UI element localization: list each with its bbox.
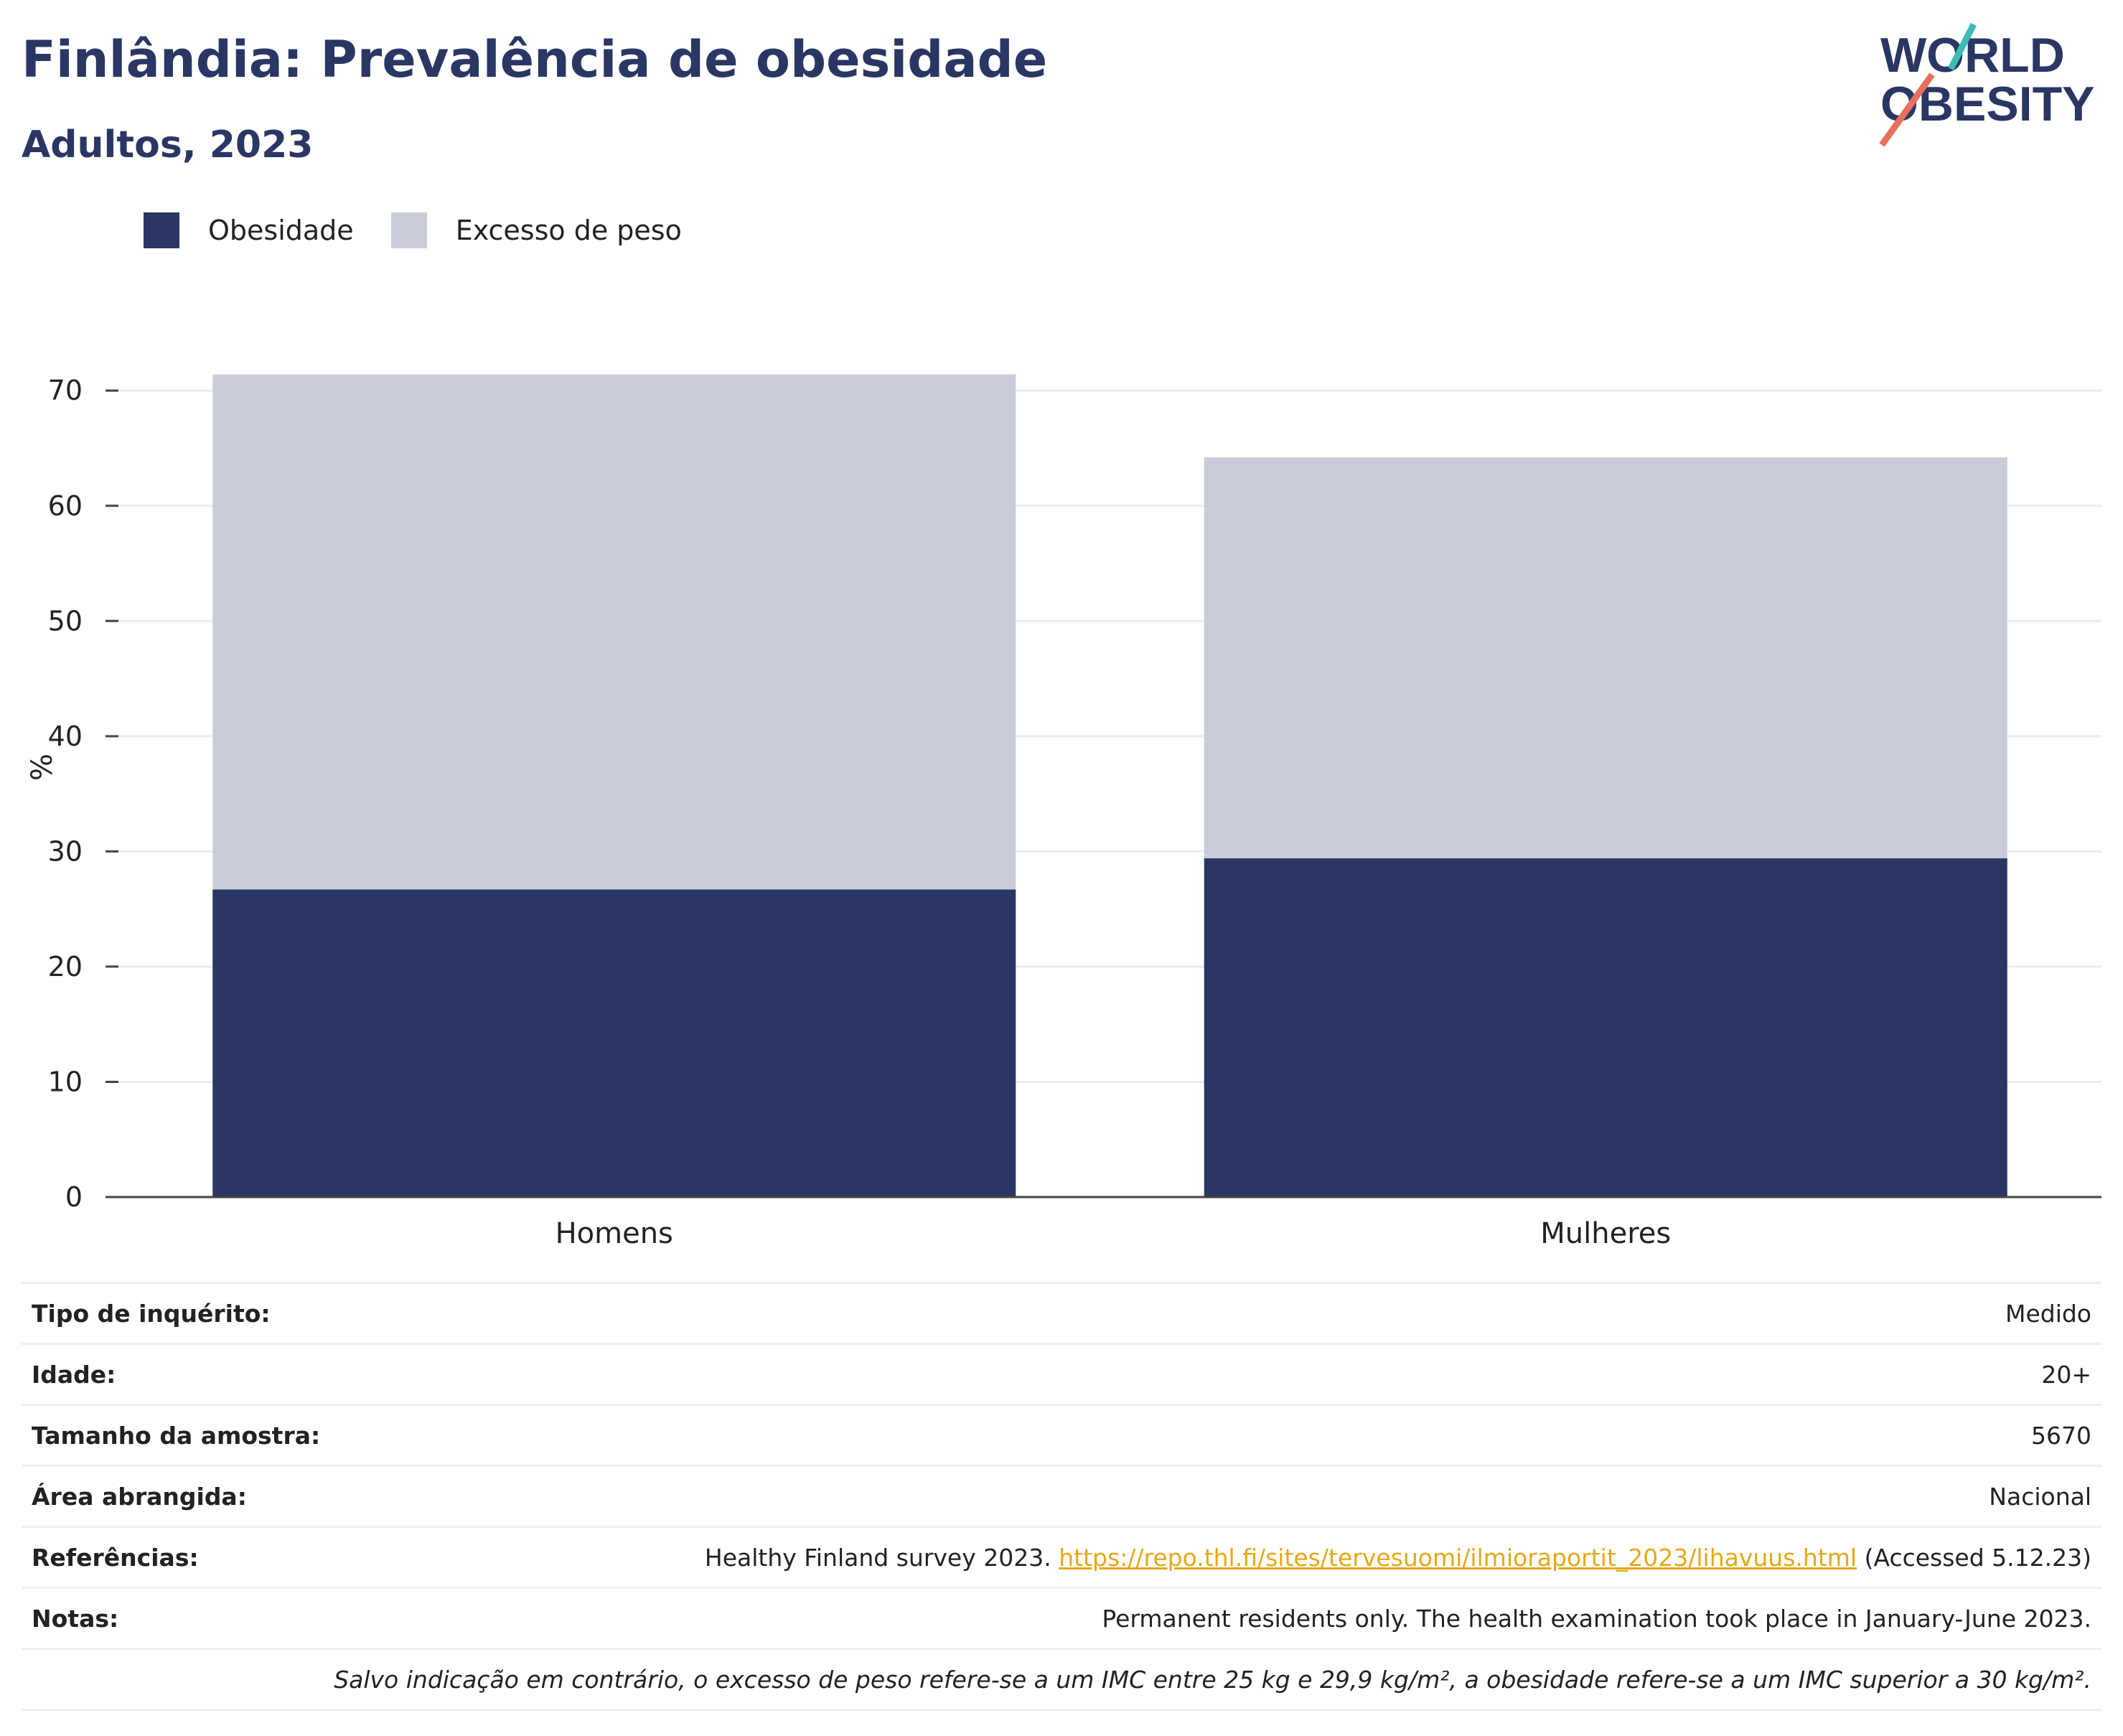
bar-mulheres-obesity	[1204, 858, 2007, 1197]
bmi-footnote: Salvo indicação em contrário, o excesso …	[334, 1665, 2091, 1694]
references-link[interactable]: https://repo.thl.fi/sites/tervesuomi/ilm…	[1059, 1543, 1857, 1572]
sample-value: 5670	[2031, 1421, 2091, 1450]
logo-coral-slash	[1879, 72, 1935, 147]
bar-mulheres-overweight	[1204, 457, 2007, 859]
chart-subtitle: Adultos, 2023	[22, 123, 314, 166]
legend-item-obesity[interactable]: Obesidade	[144, 212, 354, 248]
ytick-label-40: 40	[48, 721, 83, 752]
references-label: Referências:	[32, 1543, 199, 1572]
survey-type-label: Tipo de inquérito:	[32, 1299, 271, 1328]
legend-swatch-overweight	[390, 212, 427, 248]
info-row-age: Idade: 20+	[22, 1343, 2101, 1404]
world-obesity-logo: WORLD OBESITY	[1879, 22, 2095, 147]
age-label: Idade:	[32, 1360, 116, 1389]
ytick-label-50: 50	[48, 605, 83, 637]
info-row-area: Área abrangida: Nacional	[22, 1465, 2101, 1526]
area-label: Área abrangida:	[32, 1482, 247, 1511]
bar-homens-overweight	[212, 374, 1016, 890]
chart-legend: Obesidade Excesso de peso	[144, 212, 719, 248]
legend-item-overweight[interactable]: Excesso de peso	[390, 212, 682, 248]
info-row-survey-type: Tipo de inquérito: Medido	[22, 1282, 2101, 1343]
logo-teal-slash	[1948, 22, 1977, 71]
info-row-references: Referências: Healthy Finland survey 2023…	[22, 1526, 2101, 1587]
survey-type-value: Medido	[2005, 1299, 2091, 1328]
ytick-label-60: 60	[48, 490, 83, 522]
references-suffix: (Accessed 5.12.23)	[1864, 1543, 2091, 1572]
info-row-sample: Tamanho da amostra: 5670	[22, 1404, 2101, 1465]
y-axis-label: %	[26, 754, 59, 781]
xtick-label-homens: Homens	[556, 1217, 673, 1250]
ytick-label-70: 70	[48, 375, 83, 406]
ytick-label-10: 10	[48, 1066, 83, 1097]
chart-title: Finlândia: Prevalência de obesidade	[22, 30, 1048, 89]
logo-line1: WORLD	[1880, 28, 2065, 83]
sample-label: Tamanho da amostra:	[32, 1421, 321, 1450]
notes-value: Permanent residents only. The health exa…	[1102, 1604, 2091, 1633]
info-footnote-row: Salvo indicação em contrário, o excesso …	[22, 1648, 2101, 1711]
ytick-label-30: 30	[48, 835, 83, 867]
references-value: Healthy Finland survey 2023. https://rep…	[705, 1544, 2091, 1572]
area-value: Nacional	[1989, 1482, 2091, 1511]
xtick-label-mulheres: Mulheres	[1540, 1217, 1671, 1250]
legend-label-overweight: Excesso de peso	[455, 215, 682, 246]
ytick-label-20: 20	[48, 951, 83, 982]
bar-homens-obesity	[212, 889, 1016, 1197]
references-prefix: Healthy Finland survey 2023.	[704, 1543, 1051, 1572]
info-row-notes: Notas: Permanent residents only. The hea…	[22, 1587, 2101, 1648]
logo-line2: OBESITY	[1880, 77, 2095, 131]
legend-label-obesity: Obesidade	[208, 215, 354, 246]
notes-label: Notas:	[32, 1604, 119, 1633]
legend-swatch-obesity	[144, 212, 179, 248]
bar-chart: 0 10 20 30 40 50 60 70% Homens Mulheres	[26, 374, 2101, 1250]
ytick-label-0: 0	[65, 1181, 83, 1213]
age-value: 20+	[2041, 1360, 2091, 1389]
info-table: Tipo de inquérito: Medido Idade: 20+ Tam…	[22, 1282, 2101, 1711]
